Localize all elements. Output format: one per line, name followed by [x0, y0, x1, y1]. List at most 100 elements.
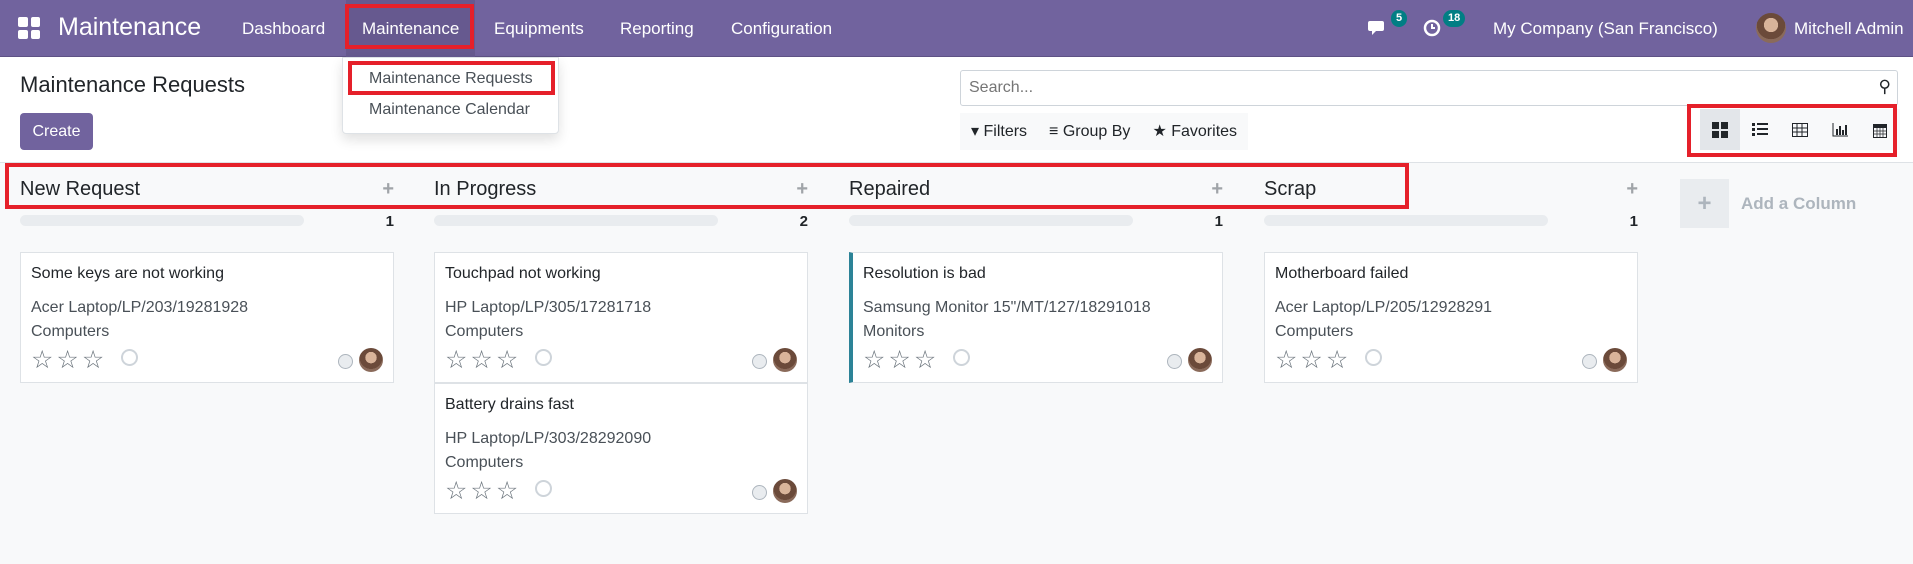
clock-icon[interactable] [535, 480, 553, 497]
group-by-label: Group By [1062, 123, 1131, 140]
kanban-icon [1712, 121, 1728, 138]
quick-create-icon[interactable]: + [796, 178, 808, 200]
search-options: ▾ Filters ≡ Group By ★ Favorites [960, 113, 1249, 150]
pivot-view-button[interactable] [1780, 109, 1820, 150]
calendar-view-button[interactable] [1860, 109, 1900, 150]
graph-view-button[interactable] [1820, 109, 1860, 150]
user-avatar[interactable] [1756, 13, 1786, 43]
kanban-view-button[interactable] [1700, 109, 1740, 150]
status-dot[interactable] [752, 485, 767, 500]
star-icon[interactable]: ☆ [1300, 346, 1323, 374]
category: Computers [31, 323, 110, 340]
request-name: Touchpad not working [445, 265, 601, 282]
column-title[interactable]: Repaired [849, 178, 931, 200]
quick-create-icon[interactable]: + [1626, 178, 1638, 200]
calendar-icon [1873, 123, 1887, 138]
kanban-card[interactable]: Motherboard failed Acer Laptop/LP/205/12… [1264, 252, 1638, 383]
column-progress-bar[interactable] [1264, 215, 1548, 226]
group-by-icon: ≡ [1049, 123, 1059, 140]
status-dot[interactable] [1582, 354, 1597, 369]
star-icon[interactable]: ☆ [863, 346, 886, 374]
quick-create-icon[interactable]: + [1211, 178, 1223, 200]
menu-item-maintenance-calendar[interactable]: Maintenance Calendar [369, 101, 530, 118]
category: Computers [445, 323, 524, 340]
menu-configuration[interactable]: Configuration [731, 19, 833, 38]
kanban-card[interactable]: Resolution is bad Samsung Monitor 15"/MT… [849, 252, 1223, 383]
star-icon[interactable]: ☆ [1325, 346, 1349, 374]
avatar [359, 348, 383, 372]
company-switcher[interactable]: My Company (San Francisco) [1493, 19, 1718, 38]
star-icon[interactable]: ☆ [495, 346, 519, 374]
menu-dashboard[interactable]: Dashboard [242, 19, 326, 38]
list-view-button[interactable] [1740, 109, 1780, 150]
status-dot[interactable] [752, 354, 767, 369]
column-title[interactable]: Scrap [1264, 178, 1317, 200]
star-icon[interactable]: ☆ [81, 346, 105, 374]
highlight-box [5, 163, 1409, 209]
clock-icon[interactable] [535, 349, 553, 366]
star-icon[interactable]: ☆ [445, 477, 468, 505]
group-by-button[interactable]: ≡ Group By [1038, 113, 1141, 150]
activities-badge: 18 [1443, 10, 1466, 27]
column-title[interactable]: New Request [20, 178, 141, 200]
kanban-card[interactable]: Battery drains fast HP Laptop/LP/303/282… [434, 383, 808, 514]
star-icon[interactable]: ☆ [445, 346, 468, 374]
menu-item-maintenance-requests[interactable]: Maintenance Requests [369, 70, 533, 87]
menu-maintenance[interactable]: Maintenance [346, 0, 476, 57]
column-progress-bar[interactable] [849, 215, 1133, 226]
star-icon[interactable]: ☆ [56, 346, 79, 374]
filters-label: Filters [983, 123, 1028, 140]
equipment: Samsung Monitor 15"/MT/127/18291018 [863, 299, 1151, 316]
column-count: 1 [1214, 213, 1223, 230]
menu-reporting[interactable]: Reporting [620, 19, 694, 38]
clock-icon[interactable] [1365, 349, 1383, 366]
activities-icon[interactable] [1422, 18, 1442, 38]
star-icon[interactable]: ☆ [470, 346, 493, 374]
user-menu[interactable]: Mitchell Admin [1794, 19, 1904, 38]
filters-button[interactable]: ▾ Filters [960, 113, 1038, 150]
request-name: Resolution is bad [863, 265, 986, 282]
top-navbar: Maintenance Dashboard Maintenance Equipm… [0, 0, 1913, 57]
equipment: HP Laptop/LP/305/17281718 [445, 299, 652, 316]
equipment: HP Laptop/LP/303/28292090 [445, 430, 652, 447]
app-title[interactable]: Maintenance [58, 13, 202, 41]
clock-icon[interactable] [121, 349, 139, 366]
create-button[interactable]: Create [20, 113, 93, 150]
star-icon[interactable]: ☆ [31, 346, 54, 374]
favorites-button[interactable]: ★ Favorites [1141, 113, 1248, 150]
column-title[interactable]: In Progress [434, 178, 537, 200]
avatar [773, 348, 797, 372]
star-icon[interactable]: ☆ [470, 477, 493, 505]
star-icon[interactable]: ☆ [913, 346, 937, 374]
menu-equipments[interactable]: Equipments [494, 19, 584, 38]
search-icon[interactable]: ⚲ [1878, 77, 1891, 96]
star-icon[interactable]: ☆ [495, 477, 519, 505]
request-name: Some keys are not working [31, 265, 224, 282]
equipment: Acer Laptop/LP/203/19281928 [31, 299, 249, 316]
kanban-card[interactable]: Some keys are not working Acer Laptop/LP… [20, 252, 394, 383]
list-icon [1752, 122, 1768, 136]
category: Computers [1275, 323, 1354, 340]
column-progress-bar[interactable] [434, 215, 718, 226]
maintenance-dropdown: Maintenance Requests Maintenance Calenda… [342, 57, 559, 134]
clock-icon[interactable] [953, 349, 971, 366]
status-dot[interactable] [1167, 354, 1182, 369]
filter-icon: ▾ [971, 123, 980, 140]
status-dot[interactable] [338, 354, 353, 369]
category: Computers [445, 454, 524, 471]
favorites-label: Favorites [1171, 123, 1238, 140]
messages-icon[interactable] [1368, 18, 1388, 38]
equipment: Acer Laptop/LP/205/12928291 [1275, 299, 1493, 316]
view-switcher [1700, 109, 1900, 150]
quick-create-icon[interactable]: + [382, 178, 394, 200]
star-icon[interactable]: ☆ [888, 346, 911, 374]
kanban-card[interactable]: Touchpad not working HP Laptop/LP/305/17… [434, 252, 808, 383]
avatar [773, 479, 797, 503]
star-icon[interactable]: ☆ [1275, 346, 1298, 374]
add-column-label[interactable]: Add a Column [1741, 194, 1857, 213]
bar-chart-icon [1832, 122, 1848, 136]
column-progress-bar[interactable] [20, 215, 304, 226]
search-input[interactable] [969, 79, 1849, 97]
add-column-button[interactable]: + [1680, 179, 1729, 228]
apps-menu-icon[interactable] [18, 17, 40, 39]
